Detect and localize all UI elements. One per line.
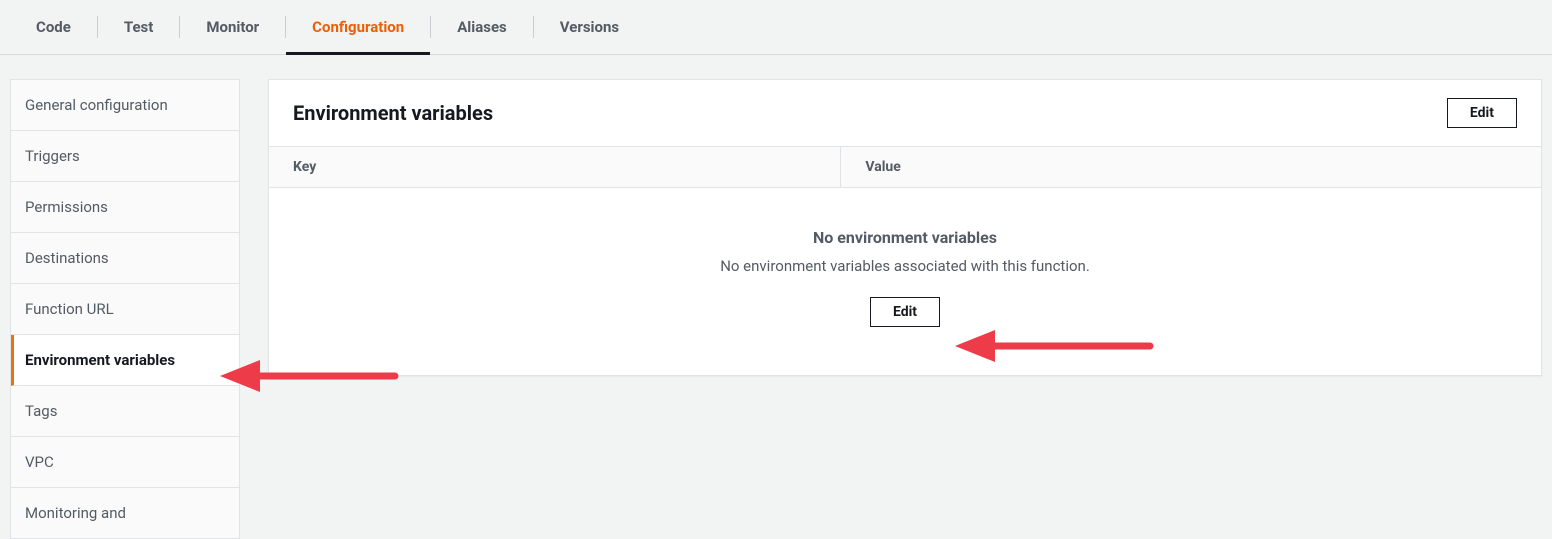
tab-configuration[interactable]: Configuration [286,0,430,54]
environment-variables-panel: Environment variables Edit Key Value No … [268,79,1542,376]
tab-monitor[interactable]: Monitor [180,0,285,54]
empty-edit-button[interactable]: Edit [870,297,940,327]
sidebar-item-function-url[interactable]: Function URL [11,284,239,335]
edit-button[interactable]: Edit [1447,98,1517,128]
top-tab-bar: Code Test Monitor Configuration Aliases … [0,0,1552,55]
sidebar-item-destinations[interactable]: Destinations [11,233,239,284]
empty-state-title: No environment variables [289,228,1521,247]
empty-state-subtitle: No environment variables associated with… [289,257,1521,275]
sidebar-item-tags[interactable]: Tags [11,386,239,437]
sidebar-item-permissions[interactable]: Permissions [11,182,239,233]
empty-state: No environment variables No environment … [269,188,1541,375]
tab-versions[interactable]: Versions [534,0,645,54]
panel-header: Environment variables Edit [269,80,1541,146]
column-header-key: Key [269,147,841,187]
content-layout: General configuration Triggers Permissio… [0,55,1552,539]
sidebar-item-triggers[interactable]: Triggers [11,131,239,182]
sidebar-item-general[interactable]: General configuration [11,80,239,131]
tab-aliases[interactable]: Aliases [431,0,533,54]
sidebar-item-environment-variables[interactable]: Environment variables [11,335,239,386]
sidebar-item-monitoring[interactable]: Monitoring and [11,488,239,538]
sidebar-item-vpc[interactable]: VPC [11,437,239,488]
column-header-value: Value [841,147,1541,187]
config-sidebar: General configuration Triggers Permissio… [10,79,240,539]
panel-title: Environment variables [293,101,493,125]
tab-code[interactable]: Code [10,0,97,54]
tab-test[interactable]: Test [98,0,180,54]
table-header-row: Key Value [269,146,1541,188]
